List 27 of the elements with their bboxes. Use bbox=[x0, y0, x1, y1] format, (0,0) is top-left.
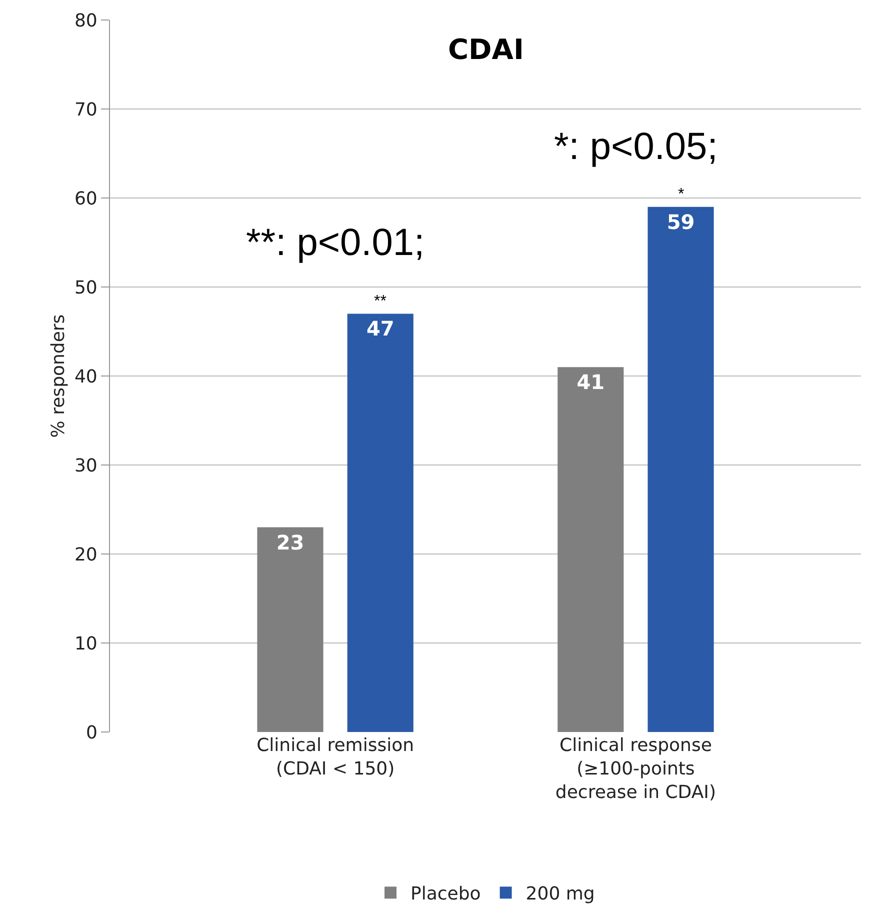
bar bbox=[257, 527, 324, 732]
y-tick-label: 30 bbox=[74, 455, 98, 476]
bar bbox=[648, 206, 714, 732]
y-tick-label: 10 bbox=[74, 633, 98, 654]
x-tick-label: Clinical response (≥100-points decrease in CDAI) bbox=[555, 735, 716, 803]
text: CDAI bbox=[448, 33, 524, 66]
y-tick-label: 80 bbox=[74, 10, 98, 32]
annotation: *: p<0.05; bbox=[554, 126, 718, 168]
data-label: 59 bbox=[666, 210, 695, 234]
legend-label: Placebo bbox=[410, 884, 481, 905]
x-tick-label: Clinical remission (CDAI < 150) bbox=[256, 735, 414, 780]
y-tick-label: 20 bbox=[74, 544, 98, 566]
legend-label: 200 mg bbox=[526, 884, 595, 905]
y-axis-title: % responders bbox=[48, 314, 69, 438]
y-tick-label: 0 bbox=[86, 722, 98, 744]
annotation: **: p<0.01; bbox=[246, 222, 425, 264]
annotation: * bbox=[678, 186, 684, 203]
y-tick-label: 40 bbox=[74, 366, 98, 388]
y-tick-label: 60 bbox=[74, 188, 98, 210]
y-tick-label: 50 bbox=[74, 277, 98, 298]
data-label: 47 bbox=[366, 316, 394, 341]
data-label: 41 bbox=[576, 370, 605, 394]
y-tick-label: 70 bbox=[74, 99, 98, 120]
data-label: 23 bbox=[276, 530, 304, 554]
bar bbox=[347, 314, 414, 732]
annotation: ** bbox=[374, 293, 386, 310]
bar bbox=[558, 367, 624, 732]
